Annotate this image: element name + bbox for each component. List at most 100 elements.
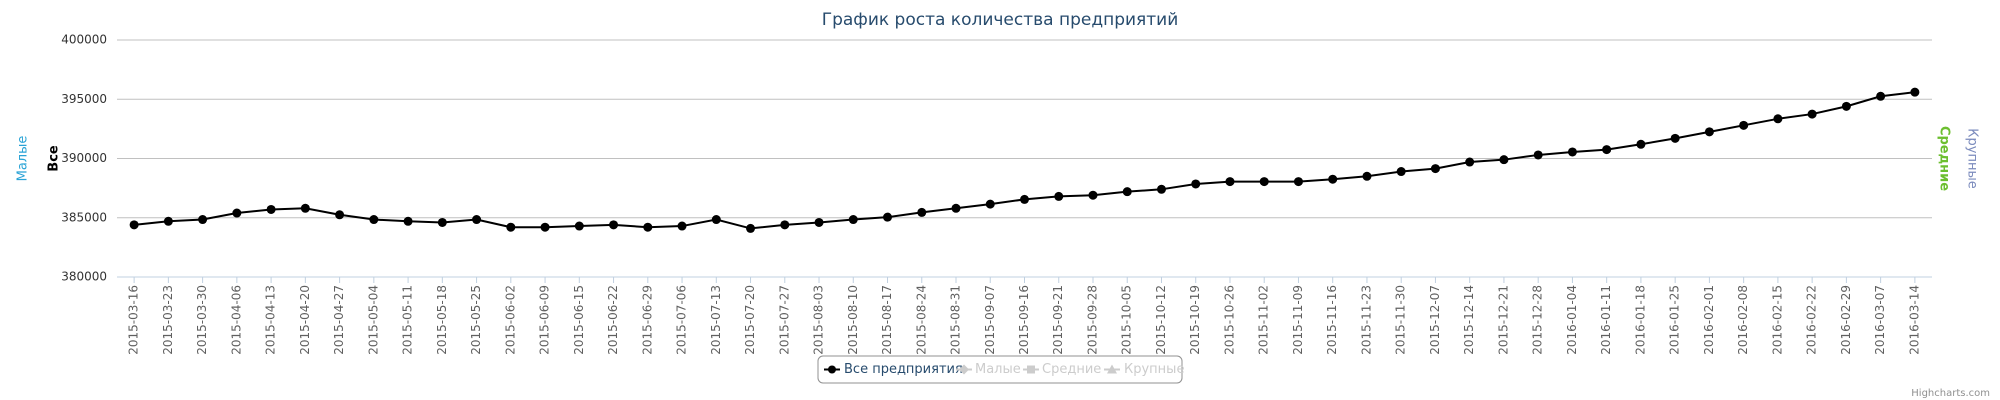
point <box>1088 190 1098 200</box>
x-tick-label: 2015-09-28 <box>1085 285 1099 355</box>
point <box>814 217 824 227</box>
point <box>369 215 379 225</box>
point <box>472 215 482 225</box>
x-tick-label: 2015-08-10 <box>846 285 860 355</box>
point <box>746 223 756 233</box>
x-tick-label: 2016-03-14 <box>1907 285 1921 355</box>
x-tick-label: 2015-06-02 <box>503 285 517 355</box>
point <box>506 222 516 232</box>
x-tick-label: 2015-12-14 <box>1462 285 1476 355</box>
point <box>1328 174 1338 184</box>
x-tick-label: 2015-09-16 <box>1017 285 1031 355</box>
point <box>266 204 276 214</box>
x-tick-label: 2015-11-02 <box>1257 285 1271 355</box>
x-tick-label: 2015-06-29 <box>640 285 654 355</box>
legend-item[interactable]: Средние <box>1042 362 1101 377</box>
point <box>780 220 790 230</box>
x-tick-label: 2016-01-11 <box>1599 285 1613 355</box>
point <box>1156 184 1166 194</box>
y-tick-label: 390000 <box>61 151 107 165</box>
x-tick-label: 2016-01-04 <box>1565 285 1579 355</box>
x-tick-label: 2015-09-07 <box>983 285 997 355</box>
x-tick-label: 2015-07-20 <box>743 285 757 355</box>
point <box>1602 145 1612 155</box>
point <box>403 216 413 226</box>
x-tick-label: 2016-01-25 <box>1668 285 1682 355</box>
point <box>1362 171 1372 181</box>
point <box>848 215 858 225</box>
legend-item[interactable]: Все предприятия <box>844 362 963 377</box>
x-tick-label: 2015-10-12 <box>1154 285 1168 355</box>
legend-item[interactable]: Малые <box>975 362 1021 377</box>
point <box>609 220 619 230</box>
x-tick-label: 2015-07-06 <box>675 285 689 355</box>
point <box>1567 147 1577 157</box>
x-tick-label: 2016-02-22 <box>1805 285 1819 355</box>
y-tick-label: 395000 <box>61 92 107 106</box>
legend-symbol <box>959 364 969 375</box>
point <box>1020 194 1029 204</box>
x-tick-label: 2015-11-16 <box>1325 285 1339 355</box>
credits[interactable]: Highcharts.com <box>1911 388 1990 399</box>
x-tick-label: 2016-02-08 <box>1736 285 1750 355</box>
chart-title: График роста количества предприятий <box>822 10 1179 30</box>
x-tick-label: 2015-11-30 <box>1394 285 1408 355</box>
legend-item[interactable]: Крупные <box>1124 362 1184 377</box>
x-tick-label: 2015-08-17 <box>880 285 894 355</box>
x-tick-label: 2015-12-07 <box>1428 285 1442 355</box>
x-tick-label: 2015-11-09 <box>1291 285 1305 355</box>
point <box>1054 191 1064 201</box>
x-tick-label: 2015-05-04 <box>366 285 380 355</box>
point <box>1191 179 1201 189</box>
point <box>1636 139 1646 149</box>
point <box>1910 87 1920 97</box>
y-tick-label: 380000 <box>61 270 107 284</box>
point <box>917 207 927 217</box>
x-tick-label: 2015-06-15 <box>572 285 586 355</box>
point <box>540 222 550 232</box>
x-tick-label: 2015-10-05 <box>1120 285 1134 355</box>
point <box>129 220 139 230</box>
point <box>985 199 995 209</box>
x-tick-label: 2015-05-18 <box>435 285 449 355</box>
point <box>232 208 242 218</box>
point <box>1841 101 1851 111</box>
x-tick-label: 2015-10-19 <box>1188 285 1202 355</box>
point <box>1704 127 1714 137</box>
x-tick-label: 2016-03-07 <box>1873 285 1887 355</box>
y-tick-label: 400000 <box>61 33 107 47</box>
legend-symbol <box>828 365 836 374</box>
x-tick-label: 2015-12-21 <box>1496 285 1510 355</box>
point <box>1773 114 1783 124</box>
x-tick-label: 2015-06-22 <box>606 285 620 355</box>
x-tick-label: 2015-04-13 <box>264 285 278 355</box>
point <box>163 216 173 226</box>
x-tick-label: 2015-08-24 <box>914 285 928 355</box>
x-tick-label: 2015-05-25 <box>469 285 483 355</box>
axis-title: Все <box>47 145 62 172</box>
point <box>1465 157 1475 167</box>
point <box>1396 167 1406 177</box>
legend-box <box>817 355 1183 384</box>
x-tick-label: 2016-01-18 <box>1633 285 1647 355</box>
x-tick-label: 2015-04-20 <box>298 285 312 355</box>
x-tick-label: 2015-12-28 <box>1531 285 1545 355</box>
point <box>883 212 893 222</box>
point <box>643 222 653 232</box>
x-tick-label: 2015-04-06 <box>229 285 243 355</box>
point <box>1739 120 1749 130</box>
point <box>1430 164 1440 174</box>
point <box>1807 109 1817 119</box>
x-tick-label: 2015-08-03 <box>812 285 826 355</box>
x-tick-label: 2016-02-01 <box>1702 285 1716 355</box>
point <box>1499 155 1509 165</box>
series-line <box>134 91 1916 230</box>
x-tick-label: 2015-05-11 <box>401 285 415 355</box>
point <box>1225 177 1235 187</box>
point <box>711 215 721 225</box>
point <box>198 215 208 225</box>
x-tick-label: 2015-04-27 <box>332 285 346 355</box>
x-tick-label: 2016-02-15 <box>1770 285 1784 355</box>
legend-symbol <box>1107 364 1117 374</box>
